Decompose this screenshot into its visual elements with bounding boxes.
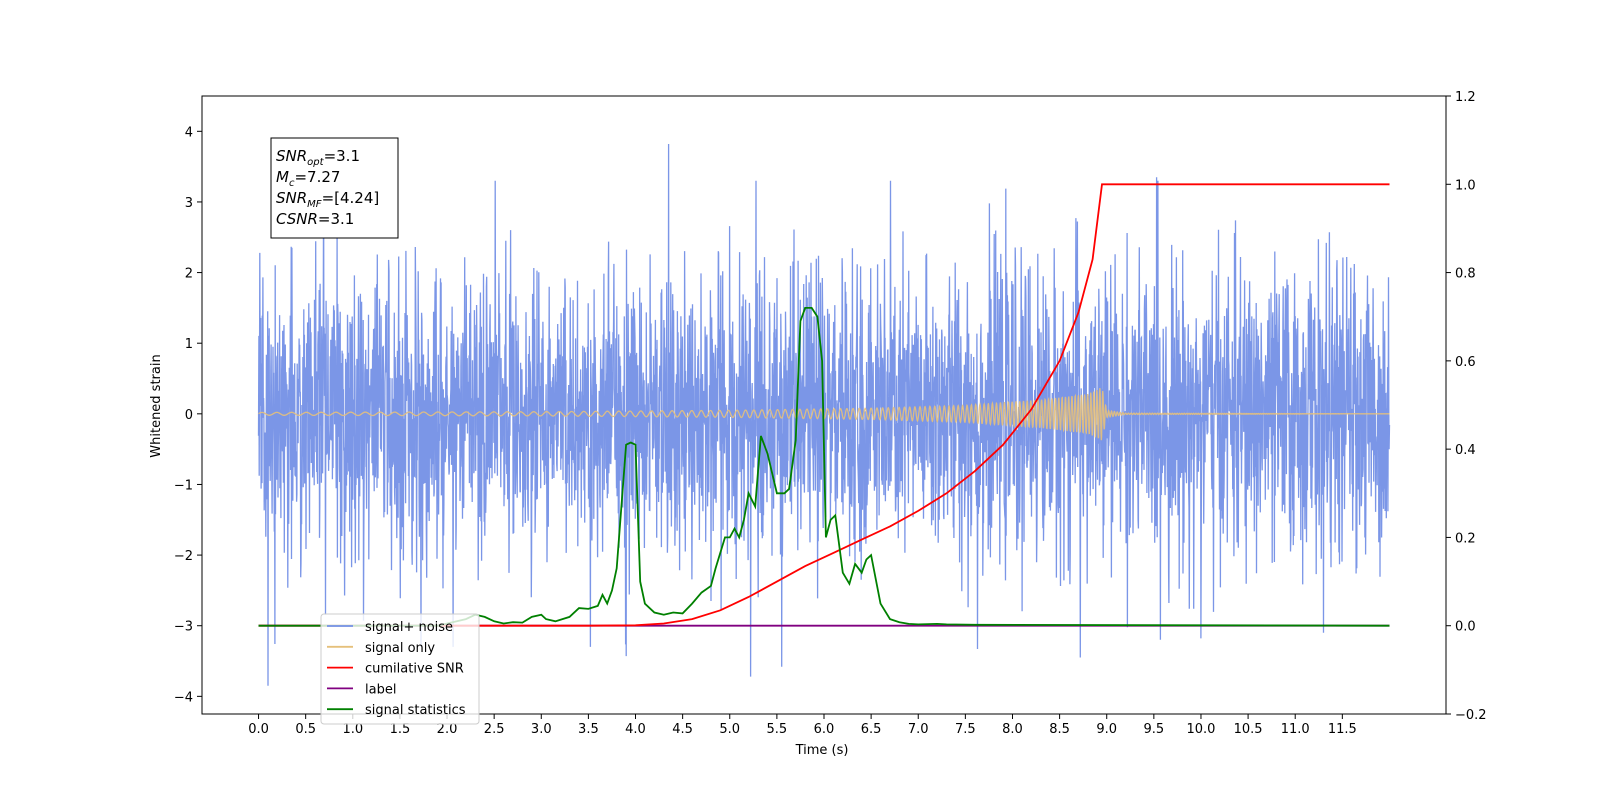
x-tick-label: 9.5	[1144, 722, 1165, 737]
x-tick-label: 3.0	[531, 722, 552, 737]
stats-line: SNRMF=[4.24]	[276, 189, 379, 210]
x-tick-label: 1.0	[342, 722, 363, 737]
y-tick-label-left: −2	[174, 549, 193, 564]
x-tick-label: 2.0	[437, 722, 458, 737]
stats-box	[270, 137, 399, 239]
legend-label-label: label	[365, 682, 396, 697]
x-axis-label: Time (s)	[795, 743, 849, 758]
x-tick-label: 4.5	[672, 722, 693, 737]
y-tick-label-right: 0.4	[1455, 443, 1476, 458]
y-tick-label-left: 1	[185, 337, 193, 352]
x-tick-label: 8.5	[1049, 722, 1070, 737]
axes: 0.0 0.5 1.0 1.5 2.0 2.5 3.0 3.5 4.0 4.5 5.0 5.5 6.0 6…	[174, 90, 1487, 737]
series-line-signal-statistics	[258, 307, 1390, 627]
x-tick-label: 10.5	[1234, 722, 1263, 737]
x-tick-label: 5.5	[767, 722, 788, 737]
x-tick-label: 6.0	[814, 722, 835, 737]
y-tick-label-right: 0.8	[1455, 267, 1476, 282]
y-tick-label-right: −0.2	[1455, 708, 1487, 723]
x-tick-label: 11.5	[1328, 722, 1357, 737]
y-tick-label-right: 1.0	[1455, 178, 1476, 193]
legend-label-cumulative-snr: cumilative SNR	[365, 662, 464, 677]
stats-line: Mc=7.27	[276, 168, 340, 189]
x-tick-label: 2.5	[484, 722, 505, 737]
x-tick-label: 1.5	[390, 722, 411, 737]
x-tick-label: 5.0	[719, 722, 740, 737]
y-tick-label-right: 0.2	[1455, 531, 1476, 546]
x-tick-label: 0.5	[295, 722, 316, 737]
x-tick-label: 7.5	[955, 722, 976, 737]
x-tick-label: 0.0	[248, 722, 269, 737]
y-tick-label-left: 0	[185, 408, 193, 423]
stats-line: CSNR=3.1	[276, 210, 354, 228]
y-tick-label-left: 3	[185, 196, 193, 211]
y-tick-label-left: −4	[174, 690, 193, 705]
x-tick-label: 6.5	[861, 722, 882, 737]
y-axis-label: Whitened strain	[149, 354, 164, 457]
y-tick-label-right: 1.2	[1455, 90, 1476, 105]
legend: signal+ noise signal only cumilative SNR la…	[320, 613, 480, 725]
y-tick-label-right: 0.6	[1455, 355, 1476, 370]
legend-label-signal-statistics: signal statistics	[365, 703, 466, 718]
series-line-cumulative-snr	[258, 183, 1390, 627]
x-tick-label: 7.0	[908, 722, 929, 737]
x-tick-label: 8.0	[1002, 722, 1023, 737]
y-tick-label-left: 4	[185, 125, 193, 140]
legend-box	[320, 613, 480, 725]
legend-label-signal-only: signal only	[365, 641, 435, 656]
stats-line: SNRopt=3.1	[276, 147, 360, 168]
series-line-signal-noise	[257, 143, 1391, 686]
y-tick-label-left: −1	[174, 478, 193, 493]
y-tick-label-left: 2	[185, 267, 193, 282]
x-tick-label: 4.0	[625, 722, 646, 737]
x-tick-label: 10.0	[1186, 722, 1215, 737]
x-tick-label: 11.0	[1281, 722, 1310, 737]
y-tick-label-left: −3	[174, 620, 193, 635]
y-tick-label-right: 0.0	[1455, 620, 1476, 635]
x-tick-label: 9.0	[1096, 722, 1117, 737]
legend-label-signal-noise: signal+ noise	[365, 620, 453, 635]
x-tick-label: 3.5	[578, 722, 599, 737]
